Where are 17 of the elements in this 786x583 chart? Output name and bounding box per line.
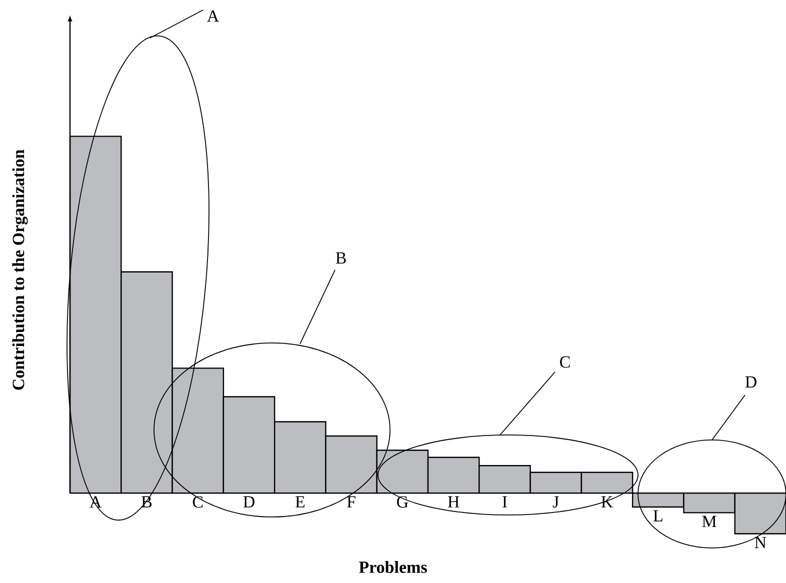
annotation: B bbox=[336, 252, 346, 264]
text: A bbox=[207, 10, 220, 22]
x-tick-label: G bbox=[397, 496, 408, 508]
annotation: C bbox=[560, 356, 570, 368]
x-axis-title: Problems bbox=[358, 561, 427, 573]
x-tick-label: I bbox=[502, 496, 507, 508]
x-tick-label: N bbox=[754, 536, 766, 548]
x-tick-label: L bbox=[653, 510, 662, 522]
x-tick-label: M bbox=[702, 516, 716, 528]
annotation: D bbox=[745, 376, 756, 388]
x-tick-label: H bbox=[448, 496, 460, 508]
y-axis-title: Contribution to the Organization bbox=[12, 150, 28, 390]
x-tick-label: F bbox=[347, 496, 356, 508]
x-tick-label: J bbox=[552, 496, 559, 508]
x-tick-label: E bbox=[295, 496, 304, 508]
x-tick-label: D bbox=[243, 496, 254, 508]
x-tick-label: C bbox=[192, 496, 203, 508]
